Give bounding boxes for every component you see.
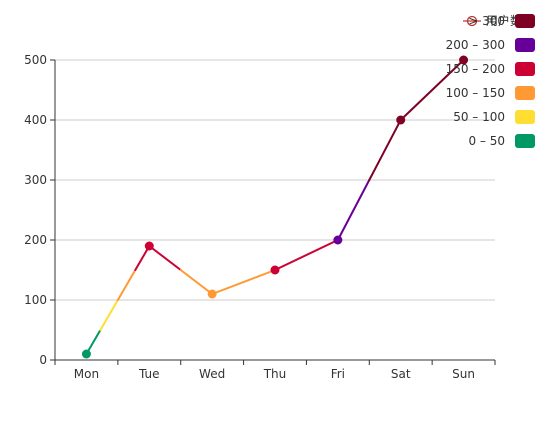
visual-map-swatch[interactable] [515, 110, 535, 124]
axes: 0 100 200 300 400 500 Mon Tue Wed Thu Fri Sat Sun [24, 53, 496, 381]
x-tick-label: Sat [391, 367, 411, 381]
data-point [459, 55, 469, 65]
x-tick-label: Mon [74, 367, 99, 381]
data-point [333, 235, 343, 245]
series-points [81, 55, 469, 359]
y-tick-label: 100 [24, 293, 47, 307]
x-tick-label: Wed [199, 367, 225, 381]
grid-lines [55, 59, 495, 301]
visual-map-swatch[interactable] [515, 134, 535, 148]
data-point [270, 265, 280, 275]
line-segment [148, 245, 182, 271]
visual-map-swatch[interactable] [515, 86, 535, 100]
line-segment [274, 239, 339, 271]
line-segment [179, 269, 214, 295]
visual-map[interactable]: > 300 200 – 300 150 – 200 100 – 150 50 – 100… [446, 14, 535, 148]
x-tick-label: Tue [138, 367, 160, 381]
visual-map-label[interactable]: 0 – 50 [468, 134, 505, 148]
y-tick-label: 500 [24, 53, 47, 67]
visual-map-swatch[interactable] [515, 38, 535, 52]
data-point [81, 349, 91, 359]
line-segment [85, 329, 102, 355]
data-point [144, 241, 154, 251]
line-segment [99, 299, 119, 331]
line-segment [368, 119, 402, 181]
y-tick-label: 400 [24, 113, 47, 127]
visual-map-label[interactable]: 200 – 300 [446, 38, 505, 52]
line-segment [399, 59, 465, 121]
visual-map-label[interactable]: 100 – 150 [446, 86, 505, 100]
visual-map-label[interactable]: 150 – 200 [446, 62, 505, 76]
x-tick-label: Thu [263, 367, 287, 381]
visual-map-label[interactable]: > 300 [468, 14, 505, 28]
line-segment [134, 245, 151, 271]
series-line [85, 59, 465, 355]
line-segment [116, 269, 137, 301]
data-point [207, 289, 217, 299]
y-tick-label: 200 [24, 233, 47, 247]
visual-map-label[interactable]: 50 – 100 [453, 110, 505, 124]
y-tick-label: 300 [24, 173, 47, 187]
line-segment [336, 179, 371, 241]
visual-map-swatch[interactable] [515, 62, 535, 76]
line-segment [211, 269, 276, 295]
x-tick-label: Sun [452, 367, 475, 381]
data-point [396, 115, 406, 125]
y-tick-label: 0 [39, 353, 47, 367]
x-tick-label: Fri [331, 367, 345, 381]
visual-map-swatch[interactable] [515, 14, 535, 28]
